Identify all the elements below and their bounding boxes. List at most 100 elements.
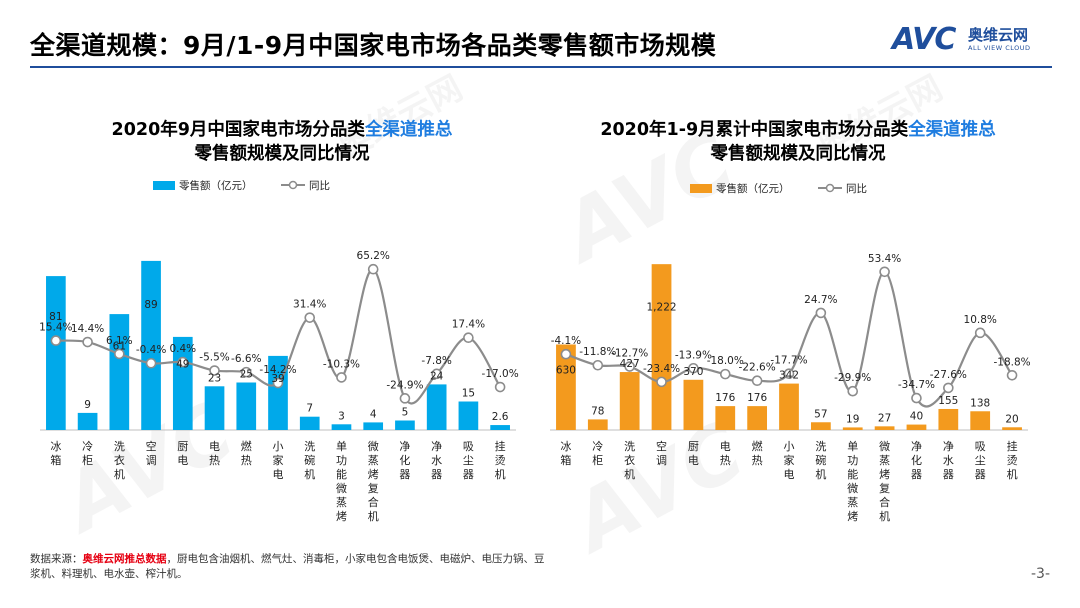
category-label: 蒸 <box>368 454 379 467</box>
bar <box>109 314 130 430</box>
category-label: 烫 <box>1007 454 1018 467</box>
category-label: 净 <box>943 439 954 453</box>
yoy-marker <box>815 307 827 319</box>
yoy-label: -0.4% <box>136 344 166 356</box>
legend-line-marker <box>825 183 835 193</box>
yoy-marker <box>463 332 474 344</box>
category-label: 挂 <box>1007 439 1018 453</box>
yoy-marker <box>399 393 411 404</box>
category-label: 微 <box>336 481 347 495</box>
yoy-marker <box>847 385 859 397</box>
page-title: 全渠道规模：9月/1-9月中国家电市场各品类零售额市场规模 <box>30 31 717 60</box>
yoy-marker <box>272 377 284 389</box>
yoy-marker <box>974 327 986 339</box>
yoy-marker <box>911 392 922 404</box>
yoy-marker <box>209 365 220 376</box>
bar-value-label: 57 <box>814 408 827 420</box>
category-label: 热 <box>720 454 731 467</box>
category-label: 空 <box>146 439 157 453</box>
bar <box>141 260 161 430</box>
bar <box>395 420 415 430</box>
yoy-marker <box>688 362 699 374</box>
yoy-label: -17.7% <box>770 355 807 367</box>
bar-value-label: 176 <box>747 392 767 404</box>
yoy-label: -29.9% <box>834 372 871 384</box>
category-label: 冰 <box>560 440 571 453</box>
bar-value-label: 40 <box>910 411 923 423</box>
bar <box>77 412 98 430</box>
category-label: 电 <box>688 454 699 467</box>
category-label: 微 <box>879 439 890 453</box>
yoy-marker <box>943 382 954 394</box>
bar <box>906 424 927 430</box>
yoy-label: -23.4% <box>643 363 680 375</box>
category-label: 冷 <box>592 440 603 453</box>
yoy-marker <box>879 266 890 278</box>
category-label: 烫 <box>495 454 506 467</box>
bar <box>363 422 384 430</box>
yoy-marker <box>82 336 93 348</box>
bar-value-label: 427 <box>620 358 640 370</box>
legend-line-label: 同比 <box>309 179 330 192</box>
yoy-marker <box>431 368 442 380</box>
bar-value-label: 1,222 <box>647 302 677 314</box>
category-label: 厨 <box>177 440 188 453</box>
bar <box>1002 427 1022 430</box>
bar-value-label: 7 <box>306 403 313 415</box>
bar-value-label: 2.6 <box>492 411 509 423</box>
category-label: 功 <box>336 454 347 467</box>
yoy-marker <box>783 368 795 380</box>
category-label: 净 <box>431 439 442 453</box>
yoy-label: -18.0% <box>707 355 744 367</box>
category-label: 小 <box>784 440 795 453</box>
category-label: 厨 <box>688 440 699 453</box>
yoy-marker <box>367 263 379 275</box>
category-label: 空 <box>656 439 667 453</box>
bar-value-label: 39 <box>271 373 284 385</box>
category-label: 尘 <box>975 454 986 467</box>
category-label: 烤 <box>879 467 890 481</box>
category-label: 机 <box>304 467 315 481</box>
category-label: 器 <box>975 468 986 481</box>
legend-bar-swatch <box>690 184 712 193</box>
yoy-label: -4.1% <box>551 335 581 347</box>
bar <box>683 379 704 430</box>
footnote-text: ，厨电包含油烟机、燃气灶、消毒柜，小家电包含电饭煲、电磁炉、电压力锅、豆浆机、料… <box>30 553 545 580</box>
category-label: 机 <box>815 467 826 481</box>
category-label: 机 <box>879 509 890 523</box>
bar <box>842 427 863 430</box>
category-label: 洗 <box>815 440 826 453</box>
footnote-prefix: 数据来源： <box>30 553 83 565</box>
category-label: 净 <box>911 439 922 453</box>
category-label: 单 <box>336 440 347 453</box>
yoy-marker <box>751 375 763 387</box>
yoy-marker <box>177 356 189 368</box>
yoy-marker <box>50 335 62 346</box>
bar <box>299 416 320 430</box>
bar-value-label: 630 <box>556 364 576 376</box>
category-label: 电 <box>209 440 220 453</box>
category-label: 调 <box>146 454 157 467</box>
category-label: 蒸 <box>336 496 347 509</box>
category-label: 器 <box>399 468 410 481</box>
bar-value-label: 3 <box>338 410 345 422</box>
yoy-label: -22.6% <box>739 362 776 374</box>
yoy-label: 53.4% <box>868 253 901 265</box>
yoy-marker <box>240 366 252 378</box>
chart-title-right: 2020年1-9月累计中国家电市场分品类全渠道推总 零售额规模及同比情况 <box>538 118 1058 166</box>
yoy-label: 6.1% <box>106 335 133 347</box>
yoy-marker <box>1006 369 1018 381</box>
category-label: 器 <box>463 468 474 481</box>
category-label: 化 <box>399 453 410 467</box>
footnote-source: 奥维云网推总数据 <box>82 553 167 565</box>
chart-title-left: 2020年9月中国家电市场分品类全渠道推总 零售额规模及同比情况 <box>22 118 542 166</box>
bar-value-label: 81 <box>49 311 62 323</box>
yoy-marker <box>336 372 347 383</box>
bar-value-label: 49 <box>176 358 189 370</box>
category-label: 单 <box>847 440 858 453</box>
bar-value-label: 370 <box>683 366 703 378</box>
category-label: 箱 <box>50 453 61 467</box>
bar <box>556 344 576 430</box>
category-label: 净 <box>399 439 410 453</box>
